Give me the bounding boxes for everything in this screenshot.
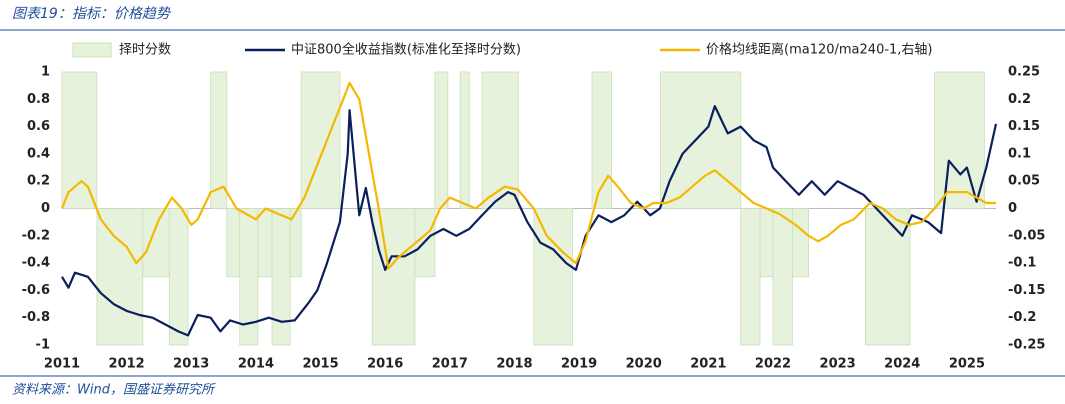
y2-tick-label: 0.15 bbox=[1008, 119, 1040, 134]
score-bar bbox=[434, 71, 449, 209]
y2-tick-label: 0.25 bbox=[1008, 65, 1040, 80]
x-tick-label: 2023 bbox=[820, 357, 856, 372]
series-line bbox=[60, 81, 996, 270]
score-bar bbox=[300, 71, 341, 209]
x-tick-label: 2018 bbox=[496, 357, 532, 372]
y-tick-label: -0.2 bbox=[22, 228, 50, 243]
score-bar bbox=[271, 208, 291, 346]
x-tick-label: 2014 bbox=[238, 357, 274, 372]
score-bar bbox=[226, 208, 241, 278]
legend-swatch bbox=[72, 42, 112, 58]
x-tick-label: 2011 bbox=[44, 357, 80, 372]
score-bar bbox=[210, 71, 228, 209]
y2-tick-label: -0.1 bbox=[1008, 256, 1036, 271]
y-tick-label: 1 bbox=[41, 65, 50, 80]
score-bar bbox=[934, 71, 985, 209]
source: 资料来源：Wind，国盛证券研究所 bbox=[12, 382, 216, 398]
x-tick-label: 2019 bbox=[561, 357, 597, 372]
score-bar bbox=[533, 208, 574, 346]
score-bar bbox=[142, 208, 170, 278]
score-bar bbox=[759, 208, 774, 278]
x-tick-label: 2021 bbox=[690, 357, 726, 372]
y2-tick-label: -0.05 bbox=[1008, 228, 1045, 243]
y2-tick-label: 0.2 bbox=[1008, 92, 1031, 107]
score-bar bbox=[791, 208, 809, 278]
x-tick-label: 2024 bbox=[884, 357, 920, 372]
legend-label: 中证800全收益指数(标准化至择时分数) bbox=[291, 42, 521, 58]
x-tick-label: 2022 bbox=[755, 357, 791, 372]
score-bar bbox=[772, 208, 793, 346]
y2-tick-label: 0.1 bbox=[1008, 146, 1031, 161]
score-bar bbox=[660, 71, 742, 209]
x-tick-label: 2020 bbox=[626, 357, 662, 372]
legend-label: 价格均线距离(ma120/ma240-1,右轴) bbox=[706, 42, 933, 58]
y2-tick-label: -0.25 bbox=[1008, 338, 1045, 353]
score-bar bbox=[168, 208, 189, 346]
score-bar bbox=[257, 208, 273, 278]
score-bar bbox=[96, 208, 144, 346]
y-tick-label: 0.8 bbox=[27, 92, 50, 107]
score-bar bbox=[61, 71, 98, 209]
x-tick-label: 2013 bbox=[173, 357, 209, 372]
score-bar bbox=[865, 208, 911, 346]
score-bar bbox=[481, 71, 519, 209]
y-tick-label: 0 bbox=[41, 201, 50, 216]
y-tick-label: 0.4 bbox=[27, 146, 50, 161]
legend-label: 择时分数 bbox=[119, 43, 171, 58]
x-tick-label: 2017 bbox=[432, 357, 468, 372]
y-tick-label: -0.6 bbox=[22, 283, 50, 298]
series-line bbox=[61, 105, 998, 337]
y2-tick-label: 0 bbox=[1008, 201, 1017, 216]
x-tick-label: 2015 bbox=[302, 357, 338, 372]
score-bar bbox=[740, 208, 761, 346]
y-tick-label: -0.8 bbox=[22, 310, 50, 325]
chart-title: 图表19：指标：价格趋势 bbox=[12, 6, 172, 22]
x-tick-label: 2012 bbox=[109, 357, 145, 372]
y2-tick-label: 0.05 bbox=[1008, 174, 1040, 189]
y-tick-label: -1 bbox=[36, 338, 50, 353]
y2-tick-label: -0.15 bbox=[1008, 283, 1045, 298]
score-bar bbox=[371, 208, 416, 346]
score-bar bbox=[591, 71, 612, 209]
x-tick-label: 2025 bbox=[949, 357, 985, 372]
score-bar bbox=[289, 208, 302, 278]
y-tick-label: 0.2 bbox=[27, 174, 50, 189]
x-tick-label: 2016 bbox=[367, 357, 403, 372]
y2-tick-label: -0.2 bbox=[1008, 310, 1036, 325]
y-tick-label: -0.4 bbox=[22, 256, 50, 271]
y-tick-label: 0.6 bbox=[27, 119, 50, 134]
score-bar bbox=[459, 71, 470, 209]
